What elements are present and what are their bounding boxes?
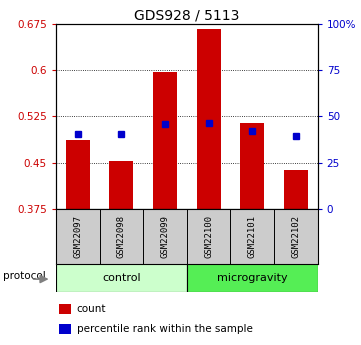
Text: percentile rank within the sample: percentile rank within the sample	[77, 324, 253, 334]
Text: protocol: protocol	[3, 272, 45, 281]
Text: microgravity: microgravity	[217, 273, 288, 283]
Bar	[66, 140, 90, 209]
Bar	[59, 304, 71, 314]
Text: GSM22102: GSM22102	[291, 215, 300, 258]
Text: GSM22101: GSM22101	[248, 215, 257, 258]
Bar	[153, 72, 177, 209]
Bar	[284, 170, 308, 209]
Text: count: count	[77, 304, 106, 314]
Text: GSM22097: GSM22097	[73, 215, 82, 258]
Bar	[59, 324, 71, 334]
Bar	[240, 122, 264, 209]
Bar	[187, 264, 318, 292]
Bar	[56, 264, 187, 292]
Bar	[197, 29, 221, 209]
Title: GDS928 / 5113: GDS928 / 5113	[134, 9, 239, 23]
Bar	[109, 161, 133, 209]
Text: GSM22099: GSM22099	[161, 215, 170, 258]
Text: GSM22100: GSM22100	[204, 215, 213, 258]
Text: GSM22098: GSM22098	[117, 215, 126, 258]
Text: control: control	[102, 273, 141, 283]
